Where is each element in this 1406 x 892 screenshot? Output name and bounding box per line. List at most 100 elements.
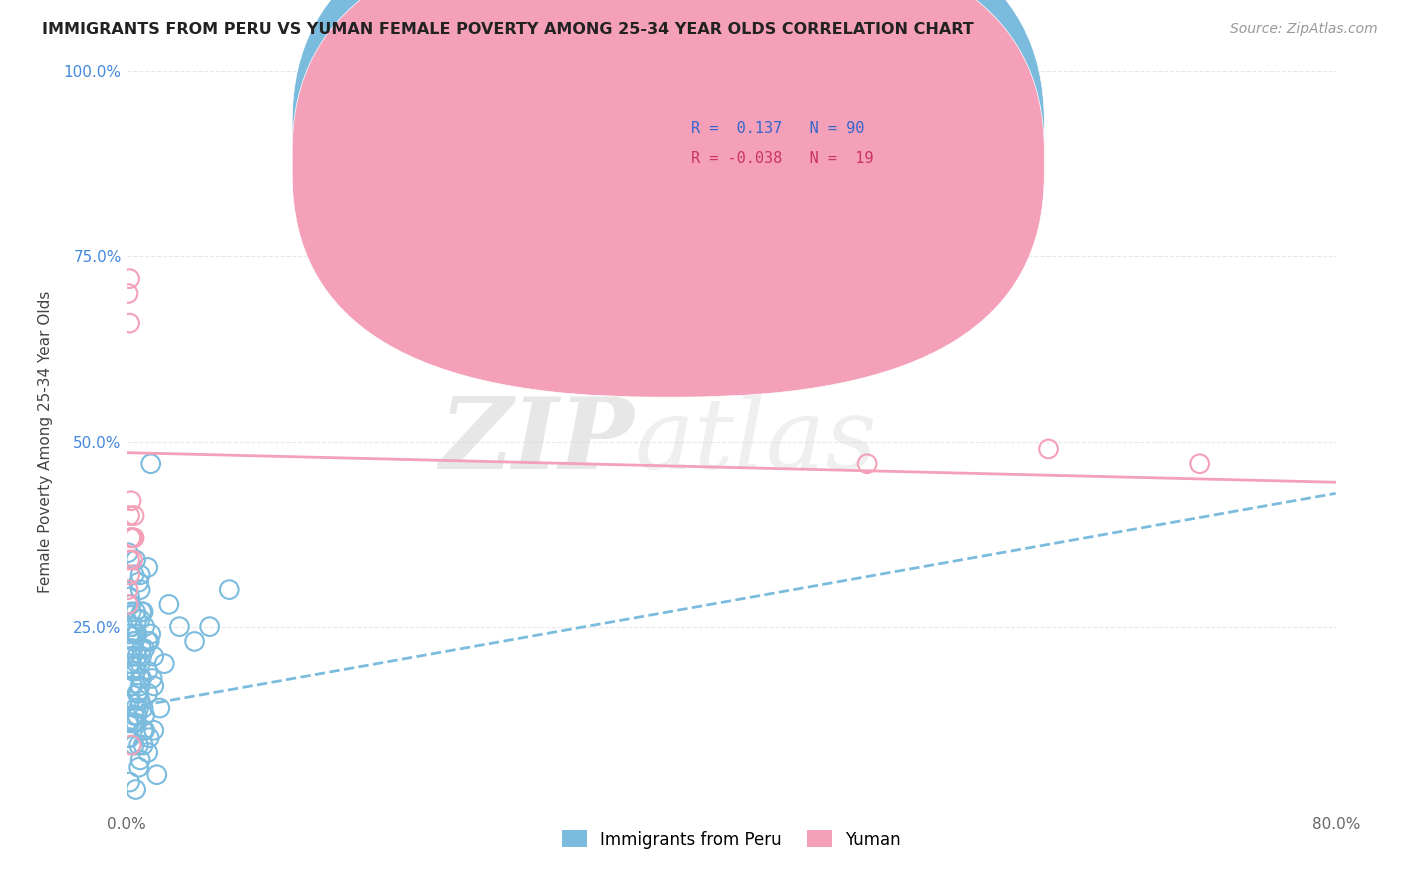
Point [127,612,149,626]
Text: Source: ZipAtlas.com: Source: ZipAtlas.com [1230,22,1378,37]
Point [136,664,159,678]
Point [120,619,142,633]
Point [146,767,169,781]
Text: R = -0.038   N =  19: R = -0.038 N = 19 [692,152,873,166]
Point [121,664,143,678]
Point [122,508,145,523]
Point [129,753,152,767]
Point [122,634,145,648]
Point [122,567,145,582]
Point [121,679,143,693]
Text: R =  0.137   N = 90: R = 0.137 N = 90 [692,121,865,136]
Point [139,457,162,471]
Point [129,657,152,671]
Point [118,508,141,523]
Point [198,619,221,633]
Point [129,567,152,582]
Point [117,731,139,745]
Point [1188,457,1211,471]
Point [183,634,205,648]
Point [127,627,149,641]
Point [153,657,176,671]
Point [218,582,240,597]
Point [136,686,159,700]
Point [120,598,142,612]
Point [121,553,143,567]
Point [118,567,141,582]
Point [118,694,141,708]
Point [121,641,143,656]
Y-axis label: Female Poverty Among 25-34 Year Olds: Female Poverty Among 25-34 Year Olds [38,291,52,592]
Point [142,723,165,738]
Point [132,723,155,738]
Point [149,701,172,715]
Point [120,657,142,671]
Point [124,627,146,641]
Point [131,605,153,619]
Point [134,708,156,723]
Point [124,715,146,730]
Point [122,634,145,648]
Point [131,672,153,686]
Point [117,286,139,301]
Point [124,782,146,797]
Point [129,582,152,597]
Point [132,701,155,715]
Point [120,649,142,664]
Point [1038,442,1060,456]
Point [131,649,153,664]
Point [129,612,152,626]
Point [120,531,142,545]
Point [127,708,149,723]
Point [117,598,139,612]
Point [118,590,141,604]
Point [124,664,146,678]
Point [118,775,141,789]
Point [120,605,142,619]
FancyBboxPatch shape [292,0,1045,397]
Point [134,723,156,738]
Point [118,271,141,285]
Point [131,641,153,656]
Point [136,560,159,574]
Point [117,582,139,597]
FancyBboxPatch shape [634,101,973,197]
Point [124,553,146,567]
Point [139,627,162,641]
Point [129,679,152,693]
Point [120,493,142,508]
Point [120,531,142,545]
Point [127,686,149,700]
Legend: Immigrants from Peru, Yuman: Immigrants from Peru, Yuman [555,823,907,855]
Point [128,760,150,774]
Point [129,694,152,708]
Point [117,546,139,560]
Point [157,598,180,612]
Point [128,701,150,715]
Point [118,715,141,730]
Point [124,701,146,715]
Point [118,694,141,708]
Text: IMMIGRANTS FROM PERU VS YUMAN FEMALE POVERTY AMONG 25-34 YEAR OLDS CORRELATION C: IMMIGRANTS FROM PERU VS YUMAN FEMALE POV… [42,22,974,37]
Point [122,708,145,723]
Point [127,657,149,671]
Point [122,531,145,545]
Point [118,627,141,641]
Point [121,649,143,664]
Point [121,531,143,545]
Point [124,627,146,641]
Point [124,605,146,619]
Point [128,686,150,700]
Point [120,738,142,752]
Text: atlas: atlas [634,394,877,489]
Point [122,715,145,730]
Point [169,619,191,633]
Point [132,605,155,619]
Point [118,657,141,671]
Point [138,634,160,648]
Point [118,553,141,567]
Point [122,738,145,752]
Point [142,679,165,693]
Point [136,634,159,648]
Point [132,738,155,752]
